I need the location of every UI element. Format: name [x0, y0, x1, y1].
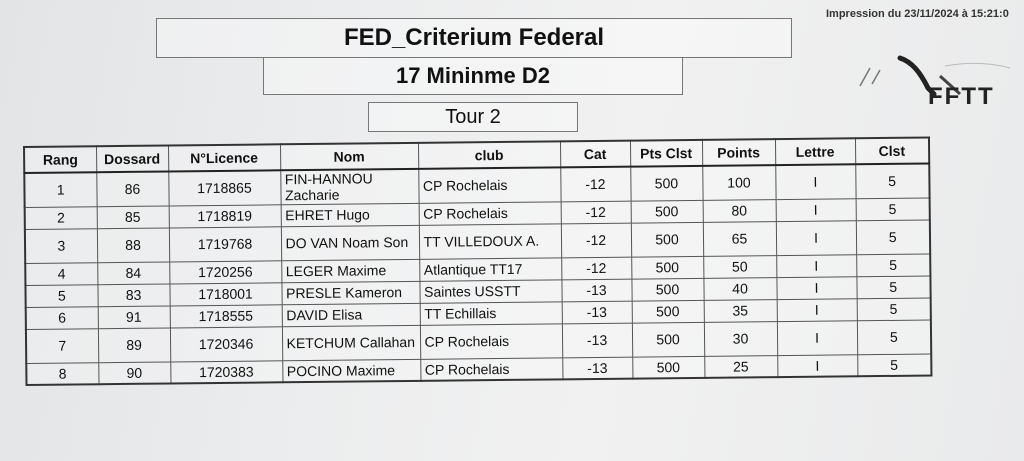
cell-club: TT Echillais	[419, 301, 562, 325]
cell-lettre: I	[776, 298, 857, 322]
cell-pts-clst: 500	[630, 221, 704, 257]
cell-cat: -12	[560, 222, 632, 258]
cell-pts-clst: 500	[631, 321, 705, 357]
cell-points: 50	[703, 255, 777, 278]
document-title: FED_Criterium Federal	[156, 18, 792, 58]
cell-cat: -13	[561, 322, 633, 358]
cell-nom: DO VAN Noam Son	[280, 224, 420, 261]
cell-pts-clst: 500	[630, 199, 703, 223]
cell-cat: -12	[560, 200, 631, 224]
cell-licence: 1718001	[169, 282, 282, 306]
cell-rang: 6	[25, 306, 98, 329]
cell-rang: 4	[25, 262, 98, 285]
cell-pts-clst: 500	[631, 255, 704, 279]
cell-dossard: 86	[96, 171, 169, 207]
cell-dossard: 84	[97, 261, 170, 285]
cell-lettre: I	[775, 164, 856, 200]
cell-cat: -13	[561, 278, 632, 302]
cell-lettre: I	[776, 254, 857, 278]
col-lettre: Lettre	[774, 138, 856, 166]
cell-rang: 3	[24, 228, 98, 263]
cell-nom: FIN-HANNOU Zacharie	[280, 168, 419, 205]
cell-clst: 5	[855, 197, 930, 221]
cell-cat: -13	[561, 300, 632, 324]
cell-club: CP Rochelais	[419, 323, 563, 359]
cell-dossard: 83	[97, 283, 170, 307]
cell-lettre: I	[776, 320, 858, 356]
cell-cat: -13	[562, 356, 633, 380]
cell-clst: 5	[856, 275, 931, 299]
results-table: Rang Dossard N°Licence Nom club Cat Pts …	[23, 136, 933, 386]
col-clst: Clst	[854, 137, 930, 165]
cell-dossard: 91	[97, 305, 170, 329]
col-cat: Cat	[559, 140, 631, 168]
col-nom: Nom	[279, 142, 419, 171]
cell-cat: -12	[560, 166, 631, 202]
cell-pts-clst: 500	[630, 165, 703, 201]
cell-licence: 1718819	[168, 204, 281, 228]
col-dossard: Dossard	[96, 145, 169, 173]
cell-lettre: I	[776, 276, 857, 300]
cell-rang: 5	[25, 284, 98, 307]
cell-licence: 1718555	[169, 304, 282, 328]
cell-club: Saintes USSTT	[419, 279, 562, 303]
cell-club: Atlantique TT17	[419, 257, 562, 281]
cell-clst: 5	[856, 253, 931, 277]
cell-cat: -12	[561, 256, 632, 280]
cell-dossard: 89	[97, 327, 171, 363]
col-points: Points	[701, 139, 776, 166]
cell-licence: 1720346	[169, 326, 283, 362]
cell-licence: 1718865	[168, 170, 281, 206]
cell-points: 40	[703, 277, 777, 300]
cell-nom: POCINO Maxime	[282, 358, 421, 383]
col-rang: Rang	[24, 146, 97, 173]
cell-dossard: 88	[96, 227, 170, 263]
fftt-logo-icon: FFTT	[859, 55, 1011, 108]
col-club: club	[417, 141, 561, 169]
cell-club: TT VILLEDOUX A.	[418, 223, 562, 259]
cell-clst: 5	[855, 219, 931, 255]
cell-lettre: I	[775, 220, 857, 256]
cell-nom: DAVID Elisa	[281, 302, 420, 327]
cell-clst: 5	[856, 297, 931, 321]
col-licence: N°Licence	[168, 144, 281, 172]
cell-pts-clst: 500	[631, 277, 704, 301]
cell-lettre: I	[777, 354, 858, 378]
cell-dossard: 90	[98, 361, 171, 385]
cell-club: CP Rochelais	[418, 201, 561, 225]
cell-points: 25	[704, 355, 778, 378]
cell-points: 80	[702, 199, 776, 222]
cell-licence: 1719768	[168, 226, 282, 262]
cell-rang: 1	[24, 172, 97, 207]
cell-points: 30	[703, 321, 778, 356]
cell-nom: LEGER Maxime	[281, 258, 420, 283]
round-label: Tour 2	[368, 102, 578, 132]
cell-pts-clst: 500	[632, 355, 705, 379]
cell-rang: 2	[24, 206, 97, 229]
cell-club: CP Rochelais	[420, 357, 563, 381]
cell-rang: 8	[26, 362, 99, 385]
cell-lettre: I	[775, 198, 856, 222]
cell-dossard: 85	[96, 205, 169, 229]
cell-points: 35	[703, 299, 777, 322]
cell-club: CP Rochelais	[418, 167, 561, 203]
cell-clst: 5	[857, 353, 932, 377]
cell-clst: 5	[856, 319, 932, 355]
cell-licence: 1720256	[169, 260, 282, 284]
cell-pts-clst: 500	[631, 299, 704, 323]
col-pts-clst: Pts Clst	[629, 139, 703, 167]
cell-nom: PRESLE Kameron	[281, 280, 420, 305]
cell-points: 65	[702, 221, 777, 256]
cell-clst: 5	[855, 163, 930, 199]
division-title: 17 Mininme D2	[263, 57, 683, 95]
cell-nom: KETCHUM Callahan	[281, 324, 421, 361]
cell-nom: EHRET Hugo	[280, 202, 419, 227]
cell-licence: 1720383	[170, 360, 283, 384]
cell-rang: 7	[25, 328, 99, 363]
cell-points: 100	[702, 165, 776, 200]
logo-text: FFTT	[928, 83, 995, 108]
print-timestamp: Impression du 23/11/2024 à 15:21:0	[826, 8, 1009, 20]
